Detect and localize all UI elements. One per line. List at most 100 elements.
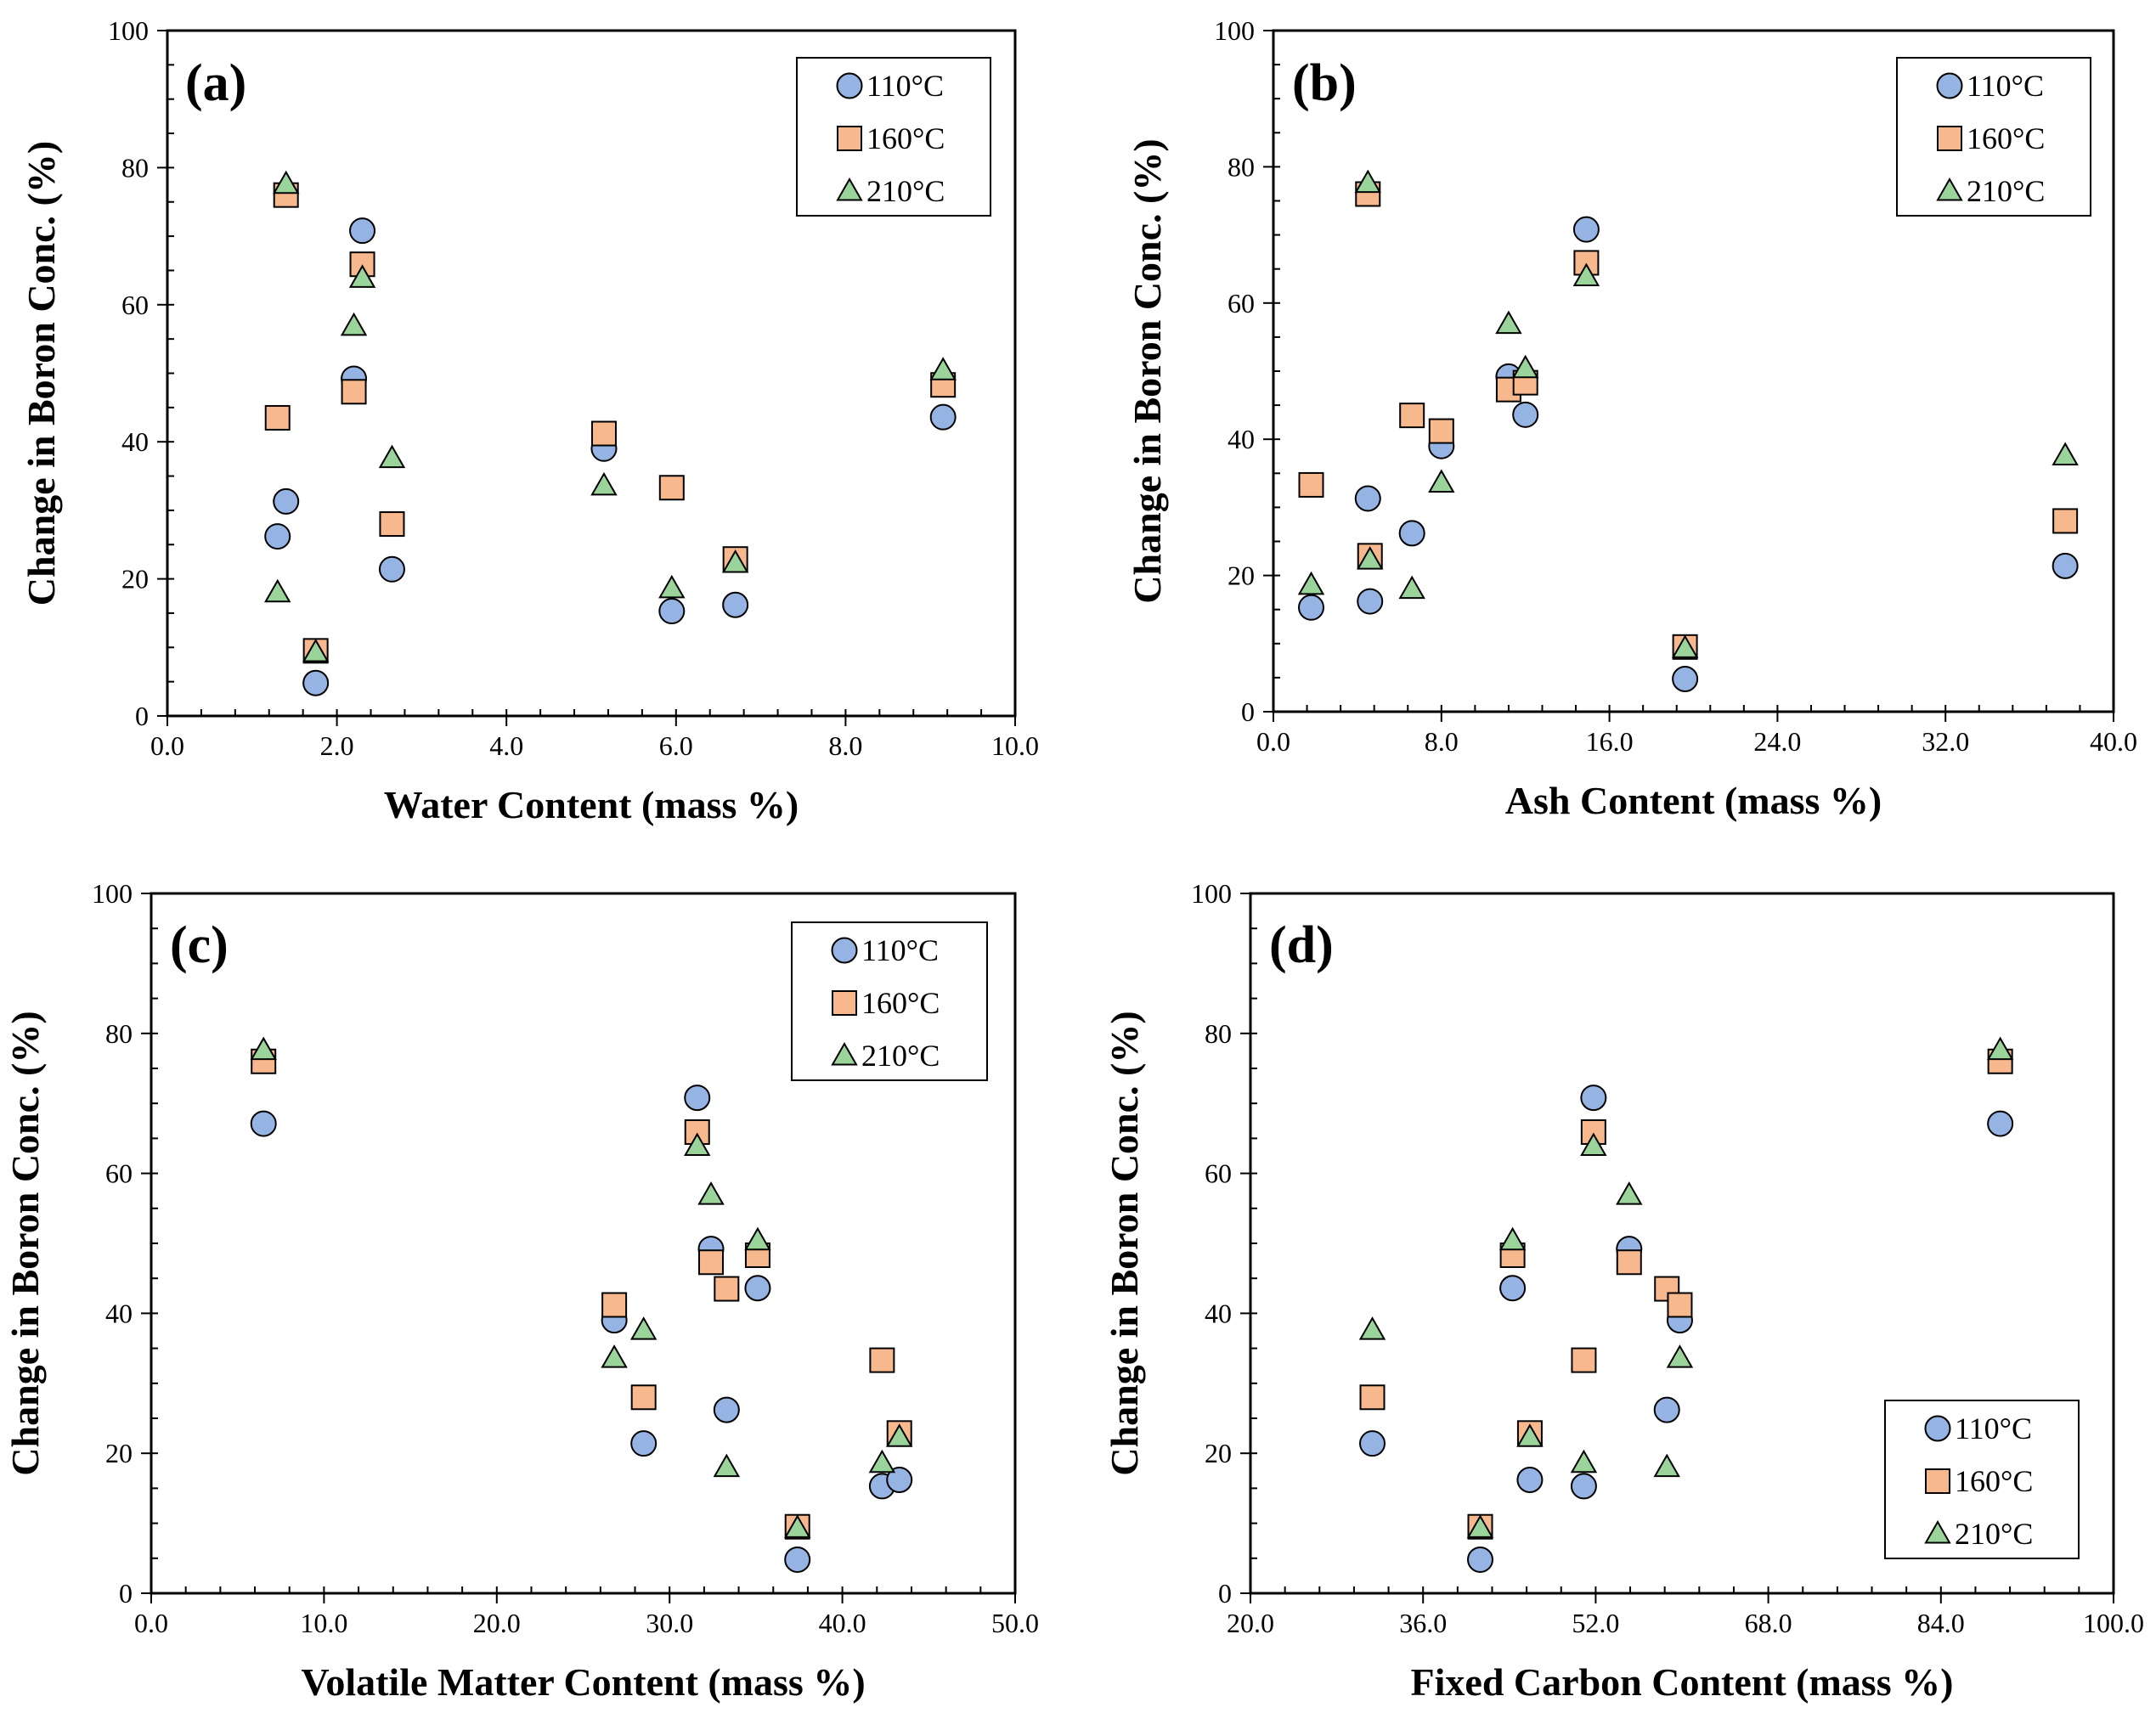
data-point [1572,262,1600,287]
data-point [629,1316,658,1340]
legend-marker [1924,1519,1951,1544]
data-point [379,511,405,538]
legend-marker [1925,1468,1950,1494]
y-tick-label: 80 [1228,151,1255,182]
data-point [658,574,686,599]
legend-marker [837,126,862,151]
x-tick-label: 52.0 [1572,1608,1619,1638]
y-tick-label: 60 [105,1158,133,1189]
legend-entry: 210°C [1967,174,2045,208]
data-point [250,1036,277,1061]
data-point [714,1276,740,1302]
data-point [341,379,367,405]
legend: 110°C 160°C 210°C [1896,57,2091,217]
y-tick-label: 0 [1218,1578,1232,1609]
data-point [1653,1396,1680,1423]
legend-entry: 110°C [866,69,944,103]
panel-label: (a) [185,54,246,112]
data-point [1467,1546,1494,1573]
y-tick-label: 80 [1205,1018,1232,1049]
x-axis-title: Water Content (mass %) [384,783,799,826]
panel-b: 0.0 8.0 16.0 24.0 32.0 40.0 0 20 40 60 80 100 Ash Co… [1126,15,2137,822]
legend: 110°C 160°C 210°C [796,57,991,217]
x-axis-title: Fixed Carbon Content (mass %) [1411,1660,1954,1704]
data-point [1428,418,1454,444]
data-point [630,1430,658,1457]
data-point [1298,471,1324,498]
x-axis-title: Volatile Matter Content (mass %) [301,1660,865,1704]
data-point [784,1546,811,1573]
y-axis-title: Change in Boron Conc. (%) [20,141,63,606]
series-2 [264,182,957,664]
legend-entry: 110°C [861,933,939,967]
data-point [1667,1292,1693,1318]
y-tick-label: 80 [121,152,149,183]
data-point [1354,169,1381,194]
legend: 110°C 160°C 210°C [791,921,988,1081]
data-point [713,1396,740,1423]
data-point [721,549,749,573]
x-tick-label: 36.0 [1399,1608,1447,1638]
data-point [1297,571,1325,595]
data-point [684,1132,711,1156]
data-point [658,475,685,501]
legend-marker [836,177,863,201]
data-point [1516,1467,1544,1494]
data-point [273,487,300,515]
data-point [1298,594,1325,621]
data-point [302,638,330,662]
data-point [1572,216,1600,243]
panel-label: (d) [1269,916,1334,974]
y-tick-label: 100 [1191,878,1232,909]
data-point [1616,1181,1643,1205]
x-tick-label: 100.0 [2083,1608,2144,1638]
y-tick-label: 60 [1205,1158,1232,1189]
data-point [869,1347,895,1373]
x-tick-label: 24.0 [1753,726,1801,757]
data-point [302,669,330,696]
x-tick-label: 4.0 [489,730,523,761]
data-point [1428,469,1455,493]
y-tick-label: 100 [1214,15,1255,46]
data-point [722,591,749,618]
legend-entry: 160°C [1955,1464,2033,1498]
panel-label: (b) [1292,54,1357,112]
data-point [1654,1276,1680,1302]
data-point [2052,508,2079,534]
data-point [744,1275,771,1302]
y-tick-label: 0 [119,1578,133,1609]
y-axis-title: Change in Boron Conc. (%) [3,1011,47,1475]
data-point [1398,575,1425,600]
data-point [1570,1449,1598,1474]
legend-entry: 110°C [1967,69,2044,103]
legend-marker [832,990,857,1016]
series-3 [1358,1036,2014,1538]
legend-entry: 210°C [1955,1517,2033,1551]
x-tick-label: 0.0 [1256,726,1290,757]
series-1 [250,1085,913,1573]
legend-marker [1937,126,1962,151]
y-tick-label: 80 [105,1018,133,1049]
y-tick-label: 40 [1228,424,1255,454]
y-tick-label: 20 [1228,561,1255,591]
data-point [340,312,368,336]
y-tick-label: 100 [108,15,149,46]
data-point [698,1249,725,1276]
x-axis-title: Ash Content (mass %) [1505,779,1882,822]
y-tick-label: 40 [105,1298,133,1328]
legend: 110°C 160°C 210°C [1884,1400,2080,1559]
y-tick-label: 100 [92,878,133,909]
data-point [378,444,406,469]
legend-entry: 110°C [1955,1412,2032,1445]
data-point [348,264,376,288]
x-tick-label: 40.0 [2090,726,2137,757]
data-point [264,523,291,550]
legend-entry: 160°C [1967,121,2045,155]
data-point [1987,1110,2014,1137]
data-point [378,555,405,583]
legend-box [796,57,991,217]
legend-box [1884,1400,2080,1559]
legend-entry: 210°C [861,1039,940,1073]
x-tick-label: 50.0 [991,1608,1039,1638]
data-point [264,404,291,431]
